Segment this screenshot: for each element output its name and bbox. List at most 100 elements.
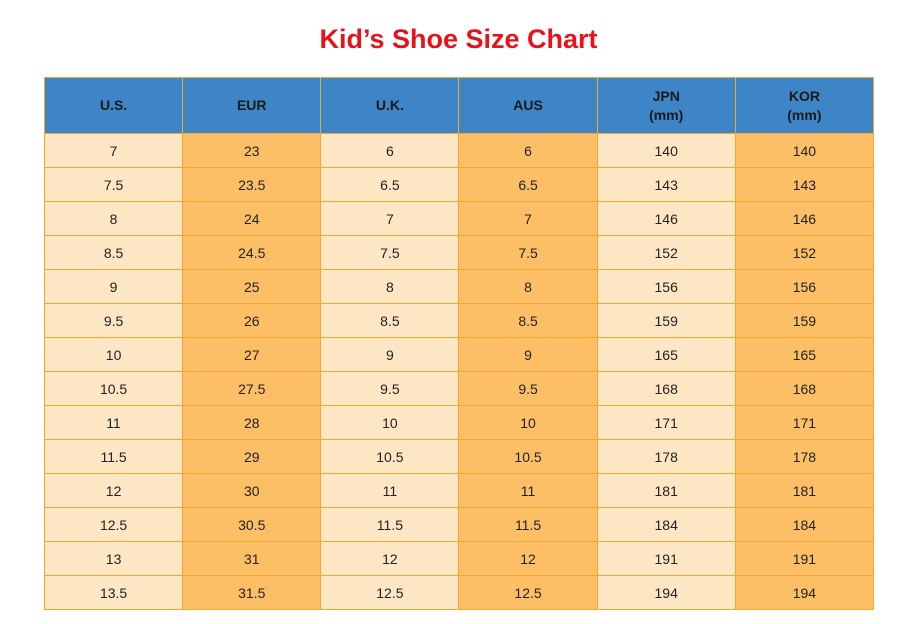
cell-uk: 6 xyxy=(320,133,460,168)
cell-aus: 11 xyxy=(458,473,598,508)
cell-kor: 159 xyxy=(734,303,875,338)
cell-uk: 12 xyxy=(320,541,460,576)
cell-jpn: 184 xyxy=(596,507,736,542)
cell-uk: 11.5 xyxy=(320,507,460,542)
cell-jpn: 156 xyxy=(596,269,736,304)
table-row: 13 31 12 12 191 191 xyxy=(43,541,875,576)
table-row: 11 28 10 10 171 171 xyxy=(43,405,875,440)
cell-eur: 27 xyxy=(182,337,322,372)
cell-kor: 165 xyxy=(734,337,875,372)
cell-eur: 30.5 xyxy=(182,507,322,542)
table-row: 12 30 11 11 181 181 xyxy=(43,473,875,508)
cell-jpn: 140 xyxy=(596,133,736,168)
table-row: 8 24 7 7 146 146 xyxy=(43,201,875,236)
cell-aus: 8 xyxy=(458,269,598,304)
column-header-jpn: JPN (mm) xyxy=(596,77,736,134)
cell-uk: 10.5 xyxy=(320,439,460,474)
cell-jpn: 178 xyxy=(596,439,736,474)
cell-uk: 8.5 xyxy=(320,303,460,338)
column-header-eur: EUR xyxy=(182,77,322,134)
cell-us: 12.5 xyxy=(43,507,184,542)
cell-us: 9 xyxy=(43,269,184,304)
cell-us: 8 xyxy=(43,201,184,236)
cell-aus: 12 xyxy=(458,541,598,576)
cell-us: 11.5 xyxy=(43,439,184,474)
cell-uk: 12.5 xyxy=(320,575,460,610)
cell-jpn: 159 xyxy=(596,303,736,338)
cell-us: 7.5 xyxy=(43,167,184,202)
cell-uk: 7.5 xyxy=(320,235,460,270)
cell-us: 11 xyxy=(43,405,184,440)
cell-kor: 178 xyxy=(734,439,875,474)
cell-us: 13.5 xyxy=(43,575,184,610)
cell-kor: 140 xyxy=(734,133,875,168)
table-row: 10 27 9 9 165 165 xyxy=(43,337,875,372)
cell-aus: 6.5 xyxy=(458,167,598,202)
cell-uk: 6.5 xyxy=(320,167,460,202)
cell-jpn: 152 xyxy=(596,235,736,270)
cell-aus: 12.5 xyxy=(458,575,598,610)
page-title: Kid’s Shoe Size Chart xyxy=(319,24,598,54)
table-row: 9 25 8 8 156 156 xyxy=(43,269,875,304)
cell-eur: 24 xyxy=(182,201,322,236)
cell-us: 9.5 xyxy=(43,303,184,338)
table-row: 13.5 31.5 12.5 12.5 194 194 xyxy=(43,575,875,610)
cell-uk: 10 xyxy=(320,405,460,440)
table-row: 9.5 26 8.5 8.5 159 159 xyxy=(43,303,875,338)
cell-aus: 9 xyxy=(458,337,598,372)
cell-aus: 11.5 xyxy=(458,507,598,542)
cell-kor: 194 xyxy=(734,575,875,610)
cell-jpn: 143 xyxy=(596,167,736,202)
cell-jpn: 146 xyxy=(596,201,736,236)
cell-us: 10 xyxy=(43,337,184,372)
column-header-aus: AUS xyxy=(458,77,598,134)
cell-uk: 8 xyxy=(320,269,460,304)
cell-aus: 9.5 xyxy=(458,371,598,406)
table-row: 11.5 29 10.5 10.5 178 178 xyxy=(43,439,875,474)
cell-jpn: 168 xyxy=(596,371,736,406)
table-body: 7 23 6 6 140 140 7.5 23.5 6.5 6.5 143 143 8 24 7 7 146 14… xyxy=(43,133,875,610)
cell-eur: 24.5 xyxy=(182,235,322,270)
cell-jpn: 194 xyxy=(596,575,736,610)
cell-eur: 25 xyxy=(182,269,322,304)
cell-aus: 7.5 xyxy=(458,235,598,270)
cell-kor: 143 xyxy=(734,167,875,202)
cell-us: 13 xyxy=(43,541,184,576)
cell-uk: 11 xyxy=(320,473,460,508)
table-row: 10.5 27.5 9.5 9.5 168 168 xyxy=(43,371,875,406)
cell-aus: 10 xyxy=(458,405,598,440)
cell-eur: 26 xyxy=(182,303,322,338)
cell-jpn: 191 xyxy=(596,541,736,576)
table-header: U.S. EUR U.K. AUS JPN (mm) KOR (mm) xyxy=(43,77,875,134)
cell-kor: 184 xyxy=(734,507,875,542)
cell-kor: 191 xyxy=(734,541,875,576)
cell-jpn: 171 xyxy=(596,405,736,440)
cell-aus: 8.5 xyxy=(458,303,598,338)
cell-eur: 30 xyxy=(182,473,322,508)
cell-eur: 31.5 xyxy=(182,575,322,610)
cell-us: 7 xyxy=(43,133,184,168)
table-row: 7.5 23.5 6.5 6.5 143 143 xyxy=(43,167,875,202)
cell-us: 12 xyxy=(43,473,184,508)
cell-uk: 9 xyxy=(320,337,460,372)
column-header-uk: U.K. xyxy=(320,77,460,134)
cell-aus: 10.5 xyxy=(458,439,598,474)
shoe-size-table: U.S. EUR U.K. AUS JPN (mm) KOR (mm) 7 23 6 6 140 1… xyxy=(43,77,875,610)
cell-us: 8.5 xyxy=(43,235,184,270)
cell-kor: 168 xyxy=(734,371,875,406)
column-header-us: U.S. xyxy=(43,77,184,134)
cell-kor: 146 xyxy=(734,201,875,236)
cell-kor: 156 xyxy=(734,269,875,304)
cell-kor: 152 xyxy=(734,235,875,270)
cell-jpn: 165 xyxy=(596,337,736,372)
cell-kor: 181 xyxy=(734,473,875,508)
cell-eur: 29 xyxy=(182,439,322,474)
cell-aus: 6 xyxy=(458,133,598,168)
cell-us: 10.5 xyxy=(43,371,184,406)
cell-uk: 9.5 xyxy=(320,371,460,406)
cell-eur: 28 xyxy=(182,405,322,440)
table-row: 7 23 6 6 140 140 xyxy=(43,133,875,168)
cell-eur: 27.5 xyxy=(182,371,322,406)
cell-jpn: 181 xyxy=(596,473,736,508)
header-row: U.S. EUR U.K. AUS JPN (mm) KOR (mm) xyxy=(43,77,875,134)
